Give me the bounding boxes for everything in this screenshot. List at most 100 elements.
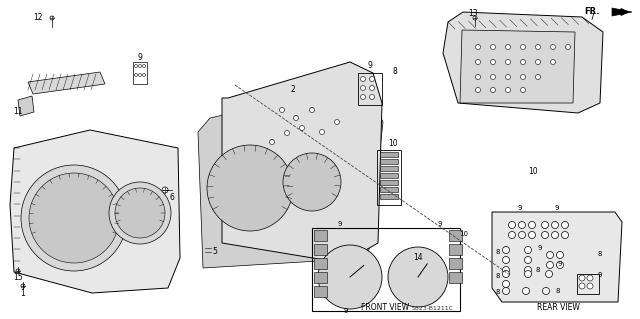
Circle shape xyxy=(509,232,515,239)
Bar xyxy=(314,286,327,297)
Text: 8: 8 xyxy=(536,267,540,273)
Text: 9: 9 xyxy=(555,205,559,211)
Circle shape xyxy=(502,280,509,287)
Text: 8: 8 xyxy=(496,273,500,279)
Circle shape xyxy=(547,262,554,269)
Circle shape xyxy=(522,287,529,294)
Circle shape xyxy=(502,247,509,254)
Circle shape xyxy=(547,251,554,258)
Text: 11: 11 xyxy=(13,108,23,116)
Circle shape xyxy=(561,232,568,239)
Circle shape xyxy=(207,241,209,244)
Circle shape xyxy=(294,115,298,121)
Circle shape xyxy=(369,94,374,100)
Circle shape xyxy=(280,108,285,113)
Text: 9: 9 xyxy=(557,261,563,267)
Bar xyxy=(380,187,398,192)
Polygon shape xyxy=(443,12,603,113)
Bar xyxy=(380,194,398,199)
Text: 8: 8 xyxy=(392,68,397,77)
Circle shape xyxy=(525,271,531,278)
Text: 10: 10 xyxy=(528,167,538,176)
Bar xyxy=(312,228,460,311)
Circle shape xyxy=(490,44,495,49)
Circle shape xyxy=(162,187,168,193)
Circle shape xyxy=(502,287,509,294)
Circle shape xyxy=(319,130,324,135)
Circle shape xyxy=(550,60,556,64)
Circle shape xyxy=(502,256,509,263)
Circle shape xyxy=(476,75,481,79)
Bar xyxy=(449,258,462,269)
Circle shape xyxy=(506,44,511,49)
Text: S823-B1211C: S823-B1211C xyxy=(412,306,454,310)
Circle shape xyxy=(520,87,525,93)
Circle shape xyxy=(490,60,495,64)
Polygon shape xyxy=(222,62,382,263)
Circle shape xyxy=(529,232,536,239)
Circle shape xyxy=(506,75,511,79)
Text: REAR VIEW: REAR VIEW xyxy=(536,303,579,313)
Circle shape xyxy=(50,16,54,20)
Circle shape xyxy=(566,44,570,49)
Circle shape xyxy=(502,266,509,273)
Bar xyxy=(377,150,401,205)
Circle shape xyxy=(143,64,145,68)
Text: 8: 8 xyxy=(556,288,560,294)
Circle shape xyxy=(525,256,531,263)
Circle shape xyxy=(536,60,541,64)
Circle shape xyxy=(506,87,511,93)
Bar xyxy=(449,230,462,241)
Circle shape xyxy=(525,247,531,254)
Text: 9: 9 xyxy=(367,62,372,70)
Polygon shape xyxy=(612,8,632,16)
Circle shape xyxy=(369,77,374,81)
Polygon shape xyxy=(28,72,105,94)
Polygon shape xyxy=(460,30,575,103)
Circle shape xyxy=(587,275,593,281)
Circle shape xyxy=(587,283,593,289)
Circle shape xyxy=(543,287,550,294)
Circle shape xyxy=(561,221,568,228)
Circle shape xyxy=(283,153,341,211)
Circle shape xyxy=(16,269,20,273)
Text: 15: 15 xyxy=(13,273,23,283)
Circle shape xyxy=(520,44,525,49)
Text: 9: 9 xyxy=(138,53,143,62)
Circle shape xyxy=(335,120,339,124)
Text: 8: 8 xyxy=(598,251,602,257)
Circle shape xyxy=(529,221,536,228)
Circle shape xyxy=(360,85,365,91)
Circle shape xyxy=(476,87,481,93)
Circle shape xyxy=(269,139,275,145)
Bar xyxy=(449,272,462,283)
Bar xyxy=(314,230,327,241)
Circle shape xyxy=(207,145,293,231)
Circle shape xyxy=(536,44,541,49)
Circle shape xyxy=(541,221,548,228)
Text: 6: 6 xyxy=(170,194,175,203)
Bar xyxy=(314,244,327,255)
Text: 8: 8 xyxy=(496,289,500,295)
Circle shape xyxy=(285,130,289,136)
Circle shape xyxy=(552,232,559,239)
Circle shape xyxy=(476,60,481,64)
Bar xyxy=(133,62,147,84)
Polygon shape xyxy=(10,130,180,293)
Circle shape xyxy=(490,75,495,79)
Text: 10: 10 xyxy=(388,138,398,147)
Circle shape xyxy=(310,108,314,113)
Circle shape xyxy=(490,87,495,93)
Text: 10: 10 xyxy=(460,231,468,237)
Text: 5: 5 xyxy=(212,248,218,256)
Circle shape xyxy=(509,221,515,228)
Circle shape xyxy=(557,251,563,258)
Circle shape xyxy=(476,44,481,49)
Circle shape xyxy=(545,271,552,278)
Bar xyxy=(314,258,327,269)
Bar xyxy=(380,152,398,157)
Circle shape xyxy=(525,266,531,273)
Bar xyxy=(380,159,398,164)
Polygon shape xyxy=(198,83,383,268)
Text: 8: 8 xyxy=(496,249,500,255)
